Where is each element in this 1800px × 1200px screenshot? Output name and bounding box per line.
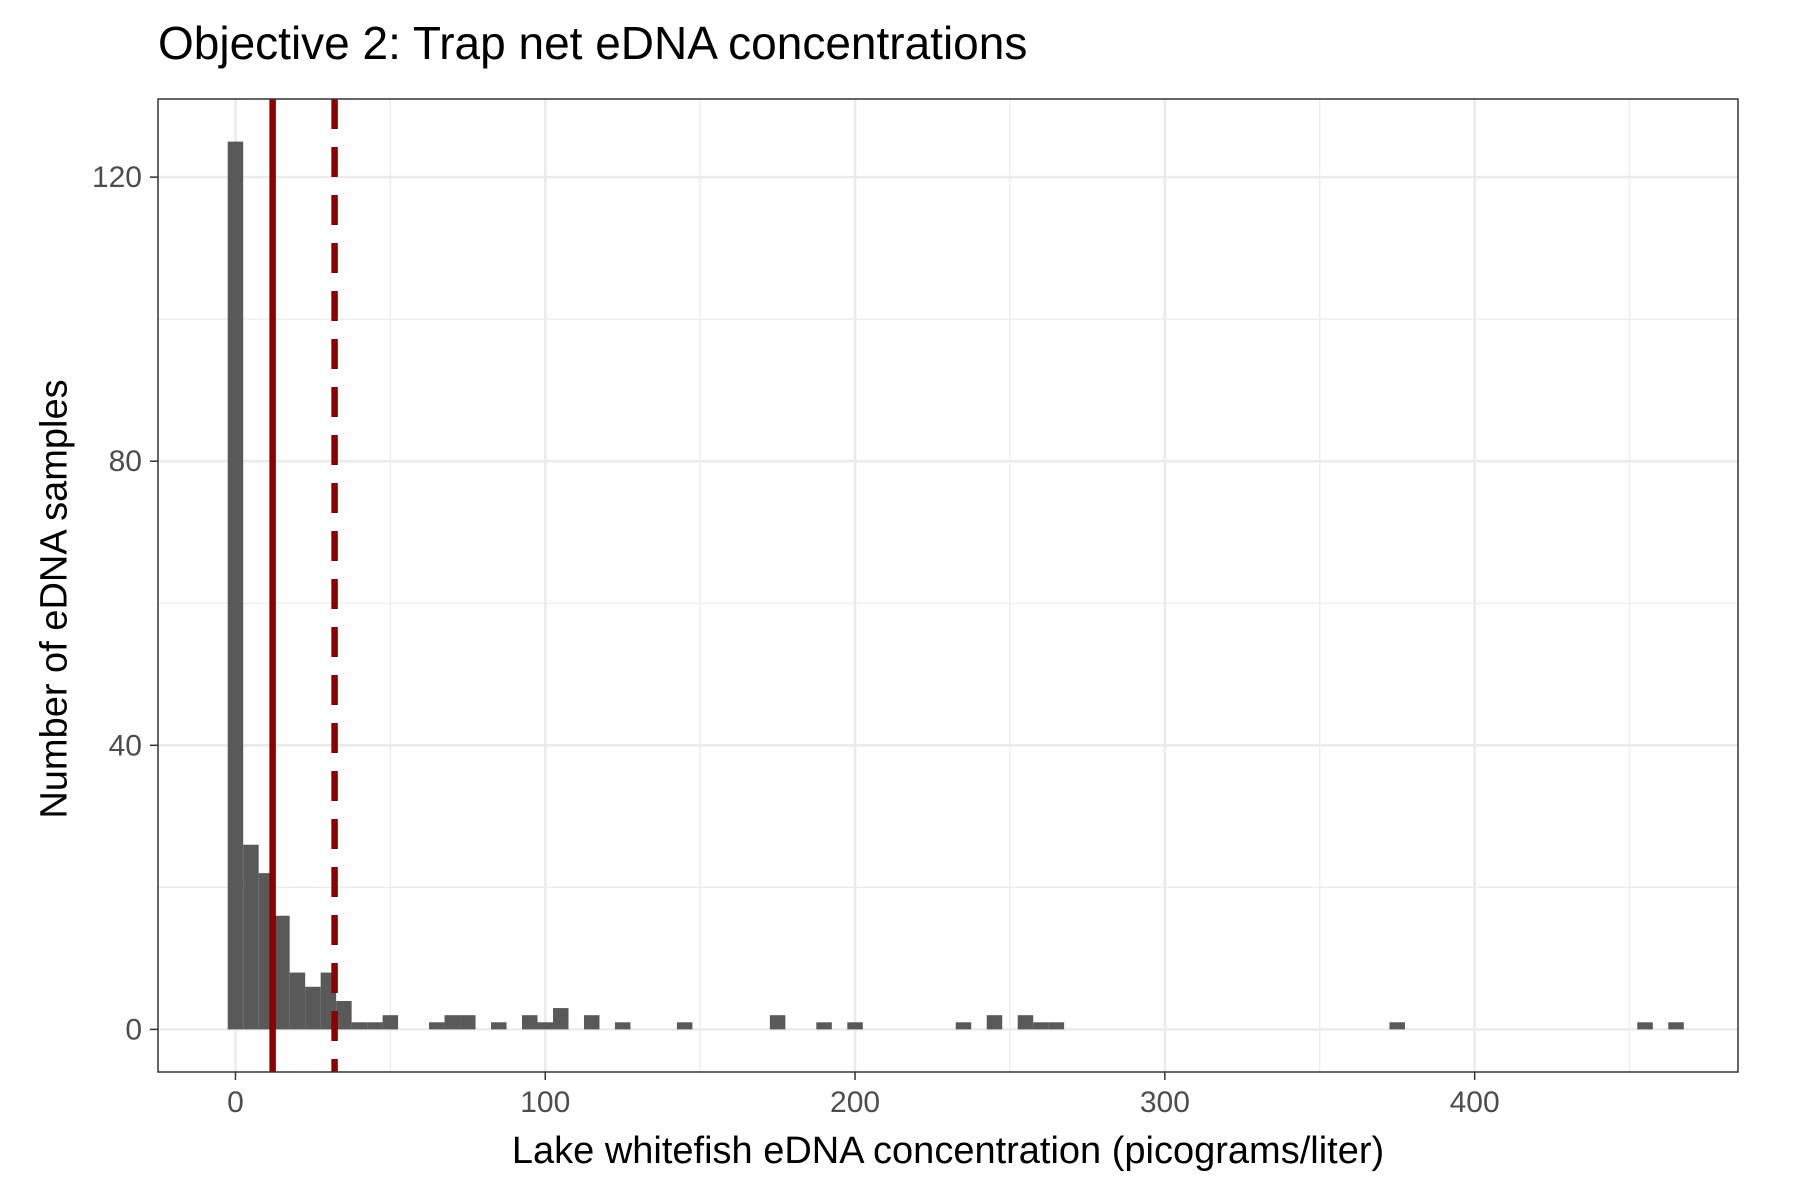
y-tick-label: 120 — [92, 161, 142, 194]
histogram-bar — [429, 1022, 445, 1030]
histogram-bar — [1017, 1015, 1034, 1030]
histogram-bar — [1389, 1022, 1405, 1030]
histogram-bar — [676, 1022, 693, 1030]
histogram-bar — [816, 1022, 832, 1030]
histogram-bar — [769, 1015, 786, 1030]
x-tick-label: 400 — [1450, 1086, 1500, 1119]
histogram-bar — [351, 1022, 368, 1030]
histogram-bar — [1668, 1022, 1684, 1030]
x-tick-label: 300 — [1140, 1086, 1190, 1119]
histogram-bar — [614, 1022, 631, 1030]
histogram-bar — [243, 844, 259, 1030]
histogram-bar — [382, 1015, 399, 1030]
y-tick-label: 80 — [109, 445, 142, 478]
histogram-bar — [367, 1022, 383, 1030]
histogram-bar — [460, 1015, 476, 1030]
histogram-bar — [583, 1015, 600, 1030]
histogram-bar — [305, 986, 321, 1030]
x-tick-label: 100 — [520, 1086, 570, 1119]
y-tick-label: 40 — [109, 729, 142, 762]
histogram-bar — [227, 141, 244, 1030]
panel-border — [157, 98, 1739, 1073]
histogram-bar — [847, 1022, 863, 1030]
chart-title: Objective 2: Trap net eDNA concentration… — [158, 17, 1028, 69]
histogram-bar — [955, 1022, 972, 1030]
histogram-bar — [1033, 1022, 1049, 1030]
histogram-bar — [553, 1008, 569, 1030]
histogram-bar — [336, 1000, 352, 1030]
histogram-bar — [522, 1015, 538, 1030]
x-tick-label: 200 — [830, 1086, 880, 1119]
histogram-bar — [986, 1015, 1003, 1030]
histogram-bar — [537, 1022, 553, 1030]
x-axis-title: Lake whitefish eDNA concentration (picog… — [511, 1130, 1385, 1172]
histogram-bar — [1637, 1022, 1653, 1030]
histogram-bar — [274, 915, 290, 1030]
histogram-bar — [444, 1015, 461, 1030]
plot-panel — [158, 99, 1738, 1072]
y-tick-label: 0 — [125, 1013, 142, 1046]
histogram-bar — [491, 1022, 507, 1030]
histogram-bar — [1048, 1022, 1065, 1030]
x-tick-label: 0 — [227, 1086, 244, 1119]
histogram-bar — [289, 972, 306, 1030]
